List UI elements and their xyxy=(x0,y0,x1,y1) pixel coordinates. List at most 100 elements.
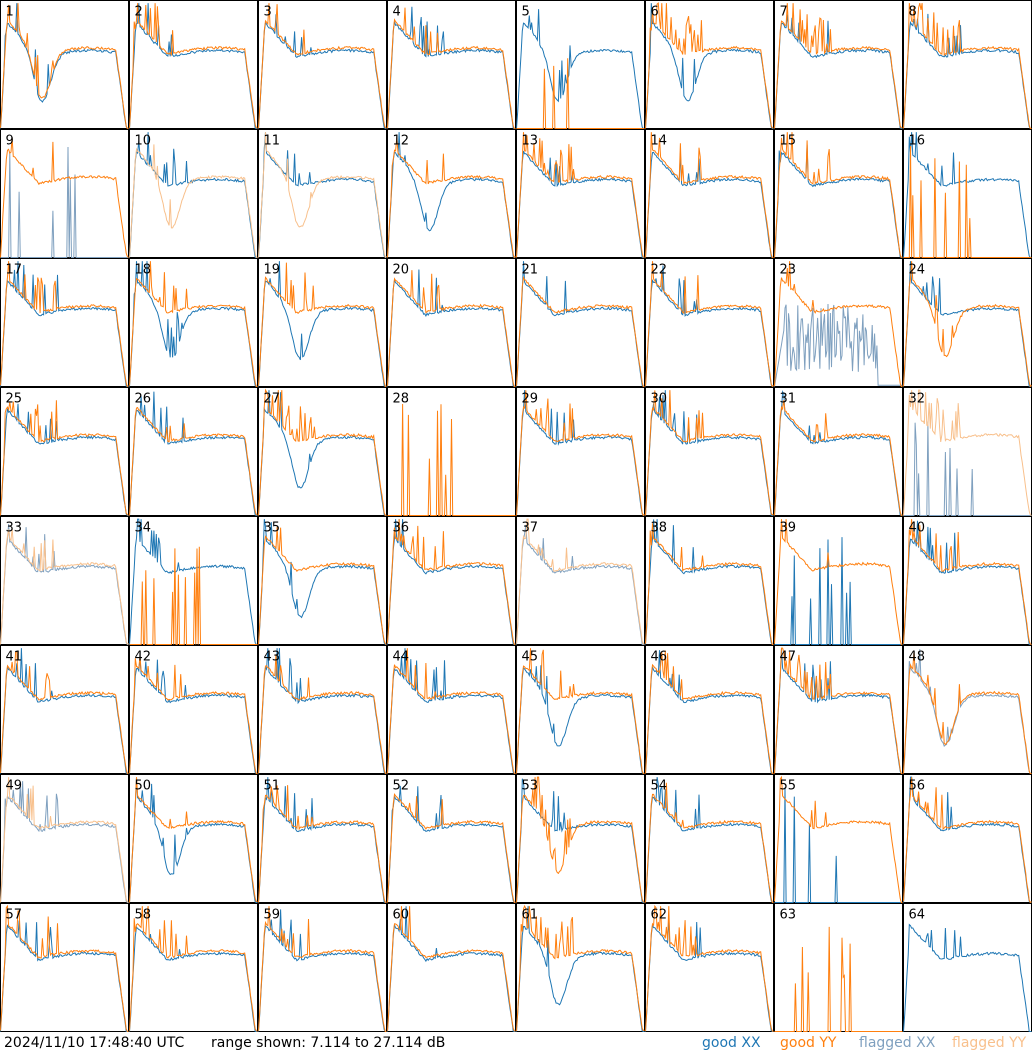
panel-2: 2 xyxy=(129,0,258,129)
series-xx-44 xyxy=(387,648,516,774)
panel-1: 1 xyxy=(0,0,129,130)
series-yy-27 xyxy=(258,388,387,517)
series-yy-50 xyxy=(129,777,258,903)
panel-label: 33 xyxy=(6,521,23,536)
panel-frame xyxy=(258,903,387,1032)
panel-60: 60 xyxy=(387,903,516,1032)
panel-label: 24 xyxy=(909,263,926,278)
panel-label: 26 xyxy=(135,392,152,407)
panel-frame xyxy=(903,258,1032,387)
panel-label: 48 xyxy=(909,650,926,665)
series-yy-49 xyxy=(0,777,129,903)
series-xx-41 xyxy=(0,648,129,774)
series-xx-34 xyxy=(129,518,258,645)
series-xx-56 xyxy=(903,776,1032,903)
panel-label: 15 xyxy=(780,134,797,149)
panel-frame xyxy=(0,0,129,129)
series-yy-13 xyxy=(516,132,645,258)
series-yy-28 xyxy=(387,403,516,516)
panel-label: 37 xyxy=(522,521,539,536)
panel-label: 4 xyxy=(393,5,401,20)
panel-frame xyxy=(516,129,645,258)
panel-frame xyxy=(0,129,129,258)
panel-label: 18 xyxy=(135,263,152,278)
series-xx-61 xyxy=(516,906,645,1032)
series-xx-19 xyxy=(258,261,387,387)
panel-label: 17 xyxy=(6,263,23,278)
legend-flagged-yy: flagged YY xyxy=(952,1035,1027,1051)
series-yy-18 xyxy=(129,261,258,387)
panel-label: 47 xyxy=(780,650,797,665)
panel-48: 48 xyxy=(903,645,1032,774)
panel-label: 28 xyxy=(393,392,410,407)
panel-label: 45 xyxy=(522,650,539,665)
series-xx-43 xyxy=(258,648,387,774)
series-yy-14 xyxy=(645,132,774,258)
series-yy-23 xyxy=(774,261,903,388)
panel-52: 52 xyxy=(387,774,516,904)
legend-flagged-xx: flagged XX xyxy=(859,1035,936,1051)
panel-frame xyxy=(387,516,516,645)
panel-label: 8 xyxy=(909,5,917,20)
panel-frame xyxy=(774,516,903,645)
series-xx-12 xyxy=(387,132,516,258)
panel-frame xyxy=(774,903,903,1032)
panel-label: 10 xyxy=(135,134,152,149)
panel-frame xyxy=(774,258,903,387)
series-yy-37 xyxy=(516,518,645,645)
series-xx-52 xyxy=(387,785,516,903)
panel-35: 35 xyxy=(258,516,387,645)
series-xx-24 xyxy=(903,261,1032,387)
panel-39: 39 xyxy=(774,516,903,646)
series-xx-1 xyxy=(0,3,129,129)
panel-frame xyxy=(0,258,129,387)
panel-38: 38 xyxy=(645,516,774,645)
panel-22: 22 xyxy=(645,258,774,388)
panel-frame xyxy=(774,774,903,903)
panel-frame xyxy=(129,129,258,258)
series-xx-32 xyxy=(903,421,1032,516)
series-xx-5 xyxy=(516,9,645,129)
panel-17: 17 xyxy=(0,258,129,388)
series-xx-57 xyxy=(0,920,129,1032)
series-xx-60 xyxy=(387,906,516,1032)
series-xx-48 xyxy=(903,649,1032,774)
series-yy-58 xyxy=(129,906,258,1032)
panel-18: 18 xyxy=(129,258,258,387)
panel-frame xyxy=(903,516,1032,645)
panel-13: 13 xyxy=(516,129,645,258)
panel-45: 45 xyxy=(516,645,645,774)
panel-16: 16 xyxy=(903,129,1032,258)
panel-label: 12 xyxy=(393,134,410,149)
panel-frame xyxy=(645,516,774,645)
panel-28: 28 xyxy=(387,387,516,516)
panel-frame xyxy=(129,387,258,516)
panel-34: 34 xyxy=(129,516,258,645)
series-yy-39 xyxy=(774,519,903,646)
panel-label: 61 xyxy=(522,908,539,923)
series-yy-56 xyxy=(903,777,1032,904)
panel-26: 26 xyxy=(129,387,258,516)
panel-7: 7 xyxy=(774,0,903,129)
series-yy-63 xyxy=(774,926,903,1032)
series-xx-42 xyxy=(129,658,258,774)
panel-3: 3 xyxy=(258,0,387,129)
series-yy-22 xyxy=(645,261,774,388)
panel-frame xyxy=(774,645,903,774)
panel-label: 35 xyxy=(264,521,281,536)
panel-63: 63 xyxy=(774,903,903,1032)
panel-6: 6 xyxy=(645,0,774,129)
panel-11: 11 xyxy=(258,129,387,259)
panel-label: 60 xyxy=(393,908,410,923)
panel-8: 8 xyxy=(903,0,1032,129)
panel-label: 42 xyxy=(135,650,152,665)
panel-19: 19 xyxy=(258,258,387,388)
series-yy-43 xyxy=(258,654,387,775)
panel-label: 54 xyxy=(651,779,668,794)
series-xx-47 xyxy=(774,648,903,774)
series-yy-54 xyxy=(645,782,774,903)
series-yy-10 xyxy=(129,144,258,259)
panel-label: 21 xyxy=(522,263,539,278)
series-xx-4 xyxy=(387,6,516,129)
panel-label: 62 xyxy=(651,908,668,923)
